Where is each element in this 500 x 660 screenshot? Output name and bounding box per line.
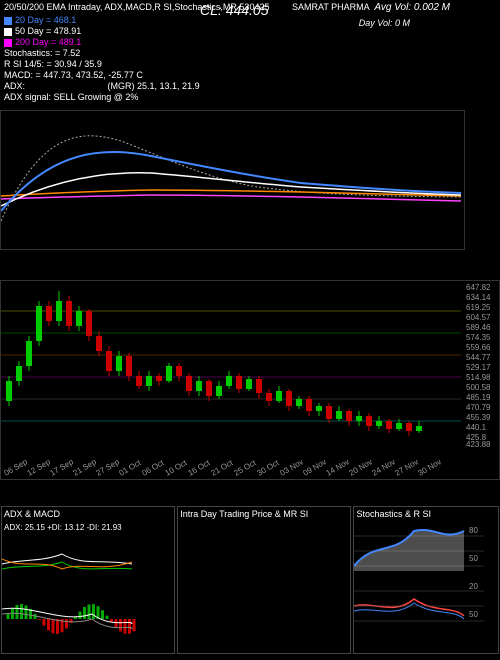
svg-text:25 Oct: 25 Oct xyxy=(233,458,259,478)
svg-text:647.82: 647.82 xyxy=(466,283,491,292)
svg-text:544.77: 544.77 xyxy=(466,353,491,362)
svg-text:20 Nov: 20 Nov xyxy=(348,457,374,477)
svg-text:24 Nov: 24 Nov xyxy=(371,457,397,477)
svg-text:604.57: 604.57 xyxy=(466,313,491,322)
svg-text:16 Oct: 16 Oct xyxy=(187,458,213,478)
svg-text:50: 50 xyxy=(469,610,478,619)
adx-chart xyxy=(2,534,174,654)
close-price: CL: 444.05 xyxy=(200,2,269,18)
svg-text:06 Sep: 06 Sep xyxy=(3,457,30,478)
svg-text:12 Sep: 12 Sep xyxy=(26,457,53,478)
svg-text:50: 50 xyxy=(469,554,478,563)
stoch-chart: 80 50 20 50 xyxy=(354,521,498,641)
indicator-row: R SI 14/5: = 30.94 / 35.9 xyxy=(4,59,496,70)
indicator-row: MACD: = 447.73, 473.52, -25.77 C xyxy=(4,70,496,81)
svg-text:574.35: 574.35 xyxy=(466,333,491,342)
candle-chart: 647.82634.14619.25604.57589.46574.35559.… xyxy=(1,281,500,481)
svg-text:423.88: 423.88 xyxy=(466,440,491,449)
svg-text:21 Sep: 21 Sep xyxy=(72,457,99,478)
svg-text:589.46: 589.46 xyxy=(466,323,491,332)
svg-text:619.25: 619.25 xyxy=(466,303,491,312)
svg-text:455.39: 455.39 xyxy=(466,413,491,422)
svg-text:21 Oct: 21 Oct xyxy=(210,458,236,478)
svg-text:20: 20 xyxy=(469,582,478,591)
svg-text:01 Oct: 01 Oct xyxy=(118,458,144,478)
svg-text:559.66: 559.66 xyxy=(466,343,491,352)
svg-text:500.58: 500.58 xyxy=(466,383,491,392)
stoch-rsi-panel: Stochastics & R SI 80 50 20 50 xyxy=(353,506,499,654)
ema-chart xyxy=(1,111,466,251)
adx-macd-panel: ADX & MACD ADX: 25.15 +DI: 13.12 -DI: 21… xyxy=(1,506,175,654)
indicator-row: ADX: (MGR) 25.1, 13.1, 21.9 xyxy=(4,81,496,92)
intraday-panel: Intra Day Trading Price & MR SI xyxy=(177,506,351,654)
indicator-row: 50 Day = 478.91 xyxy=(4,26,496,37)
adx-sub: ADX: 25.15 +DI: 13.12 -DI: 21.93 xyxy=(2,521,174,534)
intra-title: Intra Day Trading Price & MR SI xyxy=(178,507,350,521)
day-vol: Day Vol: 0 M xyxy=(359,18,410,28)
svg-text:470.79: 470.79 xyxy=(466,403,491,412)
bottom-row: ADX & MACD ADX: 25.15 +DI: 13.12 -DI: 21… xyxy=(0,505,500,655)
svg-text:10 Oct: 10 Oct xyxy=(164,458,190,478)
svg-text:440.1: 440.1 xyxy=(466,423,487,432)
svg-text:634.14: 634.14 xyxy=(466,293,491,302)
indicator-row: ADX signal: SELL Growing @ 2% xyxy=(4,92,496,103)
indicator-row: 200 Day = 489.1 xyxy=(4,37,496,48)
svg-text:03 Nov: 03 Nov xyxy=(279,457,305,477)
svg-text:529.17: 529.17 xyxy=(466,363,491,372)
svg-text:514.98: 514.98 xyxy=(466,373,491,382)
svg-text:06 Oct: 06 Oct xyxy=(141,458,167,478)
svg-text:14 Nov: 14 Nov xyxy=(325,457,351,477)
intra-chart xyxy=(178,521,350,641)
candle-panel: 647.82634.14619.25604.57589.46574.35559.… xyxy=(0,280,500,480)
stoch-title: Stochastics & R SI xyxy=(354,507,498,521)
svg-text:09 Nov: 09 Nov xyxy=(302,457,328,477)
adx-title: ADX & MACD xyxy=(2,507,174,521)
avg-vol: Avg Vol: 0.002 M xyxy=(374,2,450,13)
svg-text:80: 80 xyxy=(469,526,478,535)
svg-text:30 Oct: 30 Oct xyxy=(256,458,282,478)
svg-text:17 Sep: 17 Sep xyxy=(49,457,76,478)
svg-text:27 Nov: 27 Nov xyxy=(394,457,420,477)
indicator-row: Stochastics: = 7.52 xyxy=(4,48,496,59)
company: SAMRAT PHARMA xyxy=(292,2,370,12)
svg-text:30 Nov: 30 Nov xyxy=(417,457,443,477)
indicator-legend: 20 Day = 468.150 Day = 478.91200 Day = 4… xyxy=(4,15,496,103)
svg-text:485.19: 485.19 xyxy=(466,393,491,402)
svg-text:27 Sep: 27 Sep xyxy=(95,457,122,478)
header: 20/50/200 EMA Intraday, ADX,MACD,R SI,St… xyxy=(0,0,500,105)
ema-panel xyxy=(0,110,465,250)
